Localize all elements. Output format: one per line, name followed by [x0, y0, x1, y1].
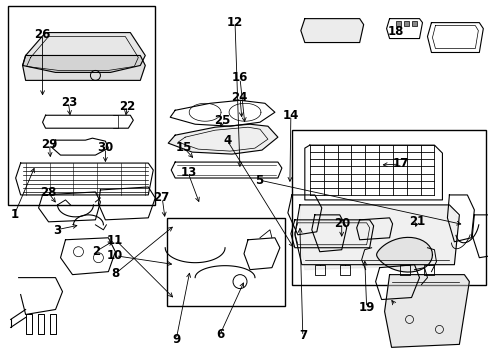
Text: 16: 16 [231, 71, 247, 84]
Text: 25: 25 [214, 114, 230, 127]
Text: 28: 28 [40, 186, 57, 199]
Text: 4: 4 [223, 134, 231, 147]
Polygon shape [300, 19, 363, 42]
Bar [167, 218, 285, 306]
Polygon shape [168, 124, 277, 154]
Text: 9: 9 [172, 333, 180, 346]
Polygon shape [22, 55, 145, 80]
Text: 29: 29 [41, 138, 58, 150]
Bar [403, 21, 407, 26]
Text: 19: 19 [358, 301, 374, 314]
Text: 8: 8 [111, 267, 119, 280]
Text: 22: 22 [119, 100, 135, 113]
Text: 15: 15 [175, 141, 191, 154]
Text: 14: 14 [282, 109, 298, 122]
Text: 1: 1 [10, 208, 19, 221]
Text: 2: 2 [92, 245, 100, 258]
Text: 24: 24 [231, 91, 247, 104]
Polygon shape [22, 32, 145, 72]
Text: 17: 17 [391, 157, 408, 170]
Text: 30: 30 [97, 141, 113, 154]
Text: 10: 10 [107, 249, 123, 262]
Bar [411, 21, 416, 26]
Text: 7: 7 [298, 329, 306, 342]
Text: 5: 5 [254, 174, 263, 186]
Text: 27: 27 [153, 192, 169, 204]
Polygon shape [376, 237, 431, 272]
Text: 20: 20 [333, 216, 349, 230]
Text: 11: 11 [107, 234, 123, 247]
Bar [8, 6, 155, 205]
Text: 6: 6 [216, 328, 224, 341]
Polygon shape [299, 205, 458, 270]
Text: 13: 13 [180, 166, 196, 179]
Text: 3: 3 [53, 224, 61, 237]
Text: 26: 26 [34, 28, 50, 41]
Text: 12: 12 [226, 16, 243, 29]
Polygon shape [384, 275, 468, 347]
Bar [395, 21, 400, 26]
Text: 21: 21 [408, 215, 425, 228]
Text: 18: 18 [386, 25, 403, 38]
Text: 23: 23 [61, 96, 77, 109]
Bar [291, 130, 486, 285]
